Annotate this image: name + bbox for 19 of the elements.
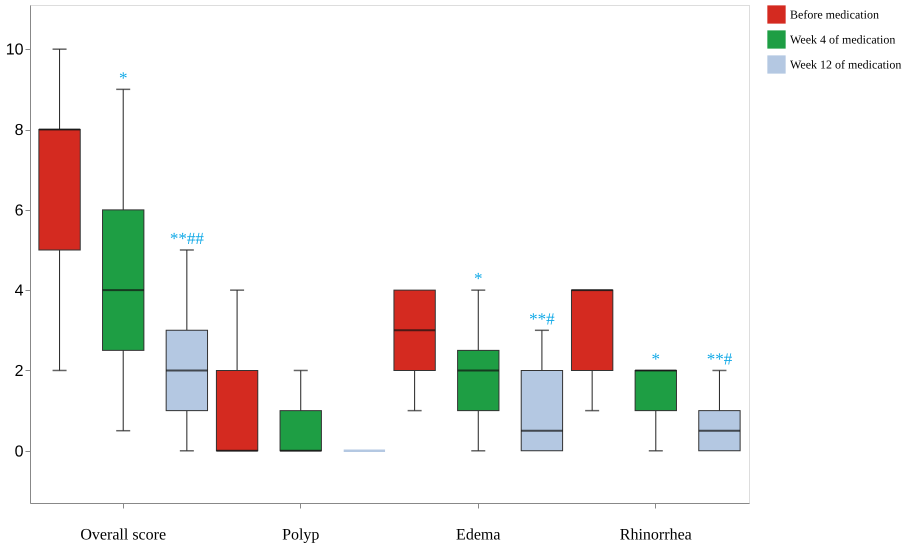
x-tick-label: Polyp — [282, 526, 320, 544]
y-tick-label: 4 — [14, 282, 24, 300]
annotation: * — [652, 349, 660, 368]
annotation: * — [118, 68, 128, 88]
legend-label: Week 4 of medication — [790, 32, 896, 46]
y-tick-label: 0 — [14, 443, 24, 460]
annotation: **# — [529, 309, 556, 328]
x-tick-label: Edema — [456, 526, 500, 544]
y-tick-label: 8 — [14, 122, 24, 139]
annotation: **## — [170, 228, 204, 248]
legend-label: Week 12 of medication — [790, 58, 902, 72]
x-tick-label: Overall score — [80, 526, 166, 544]
y-tick-label: 2 — [14, 362, 24, 380]
y-tick-label: 6 — [14, 202, 24, 220]
y-tick-label: 10 — [6, 42, 24, 59]
x-tick-label: Rhinorrhea — [620, 526, 692, 544]
annotation: * — [474, 269, 483, 288]
legend-label: Before medication — [790, 8, 879, 22]
annotation: **# — [706, 349, 733, 368]
